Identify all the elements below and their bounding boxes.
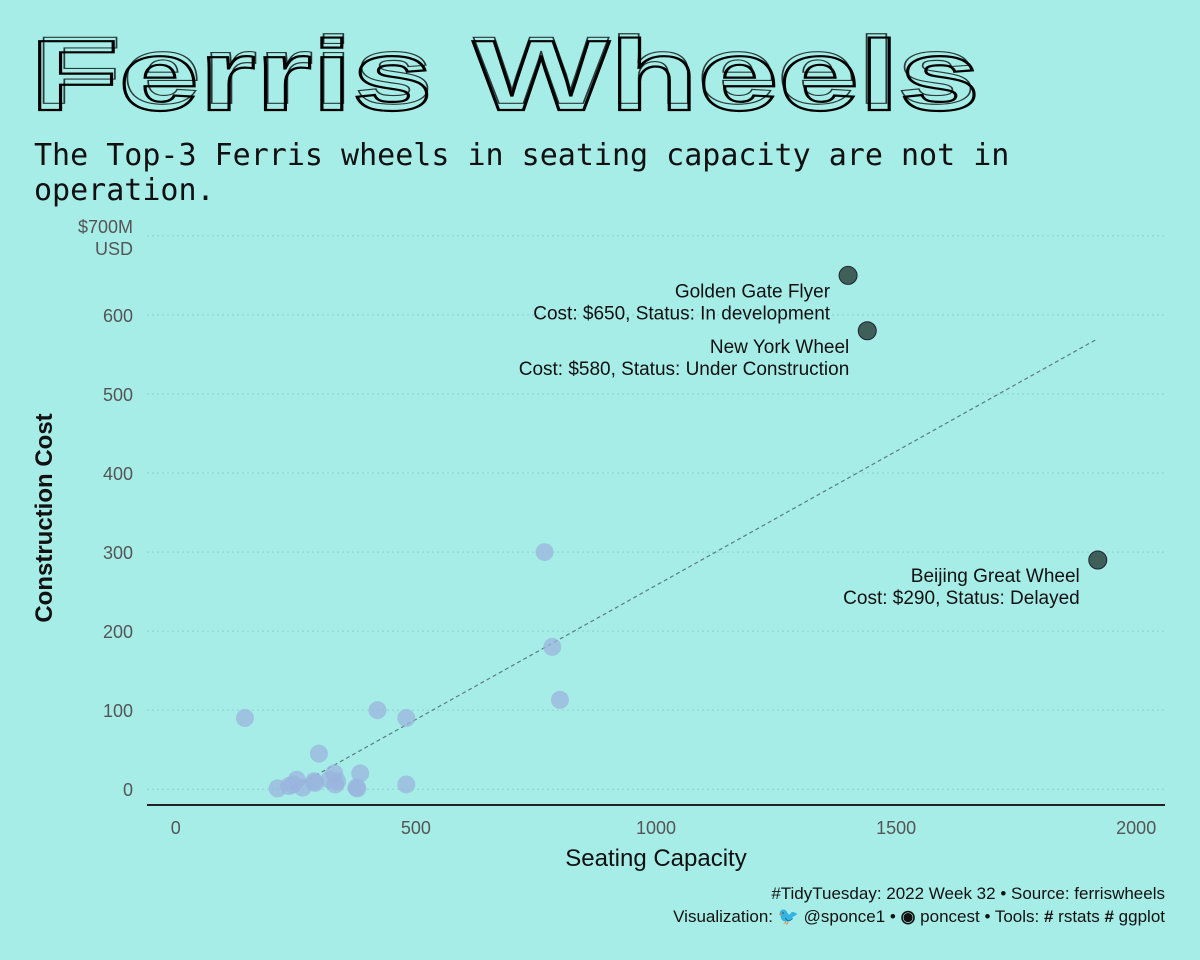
y-tick-label: $700M USD: [78, 217, 133, 259]
caption-tool-rstats: rstats: [1058, 907, 1100, 926]
point-label-detail: Cost: $580, Status: Under Construction: [519, 359, 850, 380]
x-tick-label: 500: [401, 818, 431, 838]
y-tick-label: 100: [103, 701, 133, 721]
y-tick-label: 500: [103, 385, 133, 405]
chart-title-text: Ferris Wheels: [30, 20, 980, 128]
data-point: [535, 543, 554, 562]
caption-viz-label: Visualization:: [673, 907, 773, 926]
x-tick-label: 2000: [1116, 818, 1156, 838]
chart-subtitle: The Top-3 Ferris wheels in seating capac…: [34, 138, 1010, 208]
caption-tool-ggplot: ggplot: [1118, 907, 1165, 926]
y-tick-label: 300: [103, 543, 133, 563]
chart-title: Ferris Wheels Ferris Wheels: [29, 16, 1170, 133]
caption: #TidyTuesday: 2022 Week 32 • Source: fer…: [673, 882, 1165, 928]
x-tick-label: 1000: [636, 818, 676, 838]
y-tick-label: 600: [103, 306, 133, 326]
y-tick-label: 200: [103, 622, 133, 642]
hashtag-icon: #: [1043, 907, 1054, 926]
twitter-icon: 🐦: [777, 907, 799, 926]
data-point: [550, 690, 569, 709]
highlight-point: [1088, 550, 1108, 570]
data-point: [397, 709, 416, 728]
highlight-point: [857, 321, 877, 341]
scatter-chart: 0 100 200 300 400 500 600 $700M USD 0 500 1000 1500 2…: [31, 217, 1165, 872]
y-axis-title: Construction Cost: [31, 413, 58, 622]
data-point: [397, 775, 416, 794]
chart-title-inline-1: Ferris Wheels: [34, 18, 976, 124]
data-point: [235, 709, 254, 728]
y-tick-label: 0: [123, 780, 133, 800]
data-point: [368, 701, 387, 720]
data-point: [351, 764, 370, 783]
caption-line-1: #TidyTuesday: 2022 Week 32 • Source: fer…: [771, 884, 1165, 903]
hashtag-icon: #: [1104, 907, 1114, 926]
caption-separator: •: [889, 907, 896, 926]
y-tick-label: 400: [103, 464, 133, 484]
x-axis-title: Seating Capacity: [565, 845, 746, 872]
caption-line-2: Visualization: 🐦 @sponce1 • ◉ poncest • …: [673, 905, 1165, 928]
caption-github-handle[interactable]: poncest: [920, 907, 980, 926]
data-point: [328, 772, 347, 791]
data-point: [309, 744, 328, 763]
data-point: [543, 637, 562, 656]
github-icon: ◉: [900, 907, 916, 926]
x-tick-label: 0: [171, 818, 181, 838]
point-label-detail: Cost: $650, Status: In development: [533, 303, 831, 324]
point-label-name: New York Wheel: [710, 337, 849, 358]
x-tick-label: 1500: [876, 818, 916, 838]
point-label-name: Beijing Great Wheel: [911, 566, 1080, 587]
point-label-detail: Cost: $290, Status: Delayed: [843, 588, 1080, 609]
caption-twitter-handle[interactable]: @sponce1: [803, 907, 886, 926]
data-point: [348, 779, 367, 798]
highlight-point: [838, 265, 858, 285]
point-label-name: Golden Gate Flyer: [675, 281, 831, 302]
data-point: [306, 773, 325, 792]
caption-tools-label: • Tools:: [984, 907, 1040, 926]
